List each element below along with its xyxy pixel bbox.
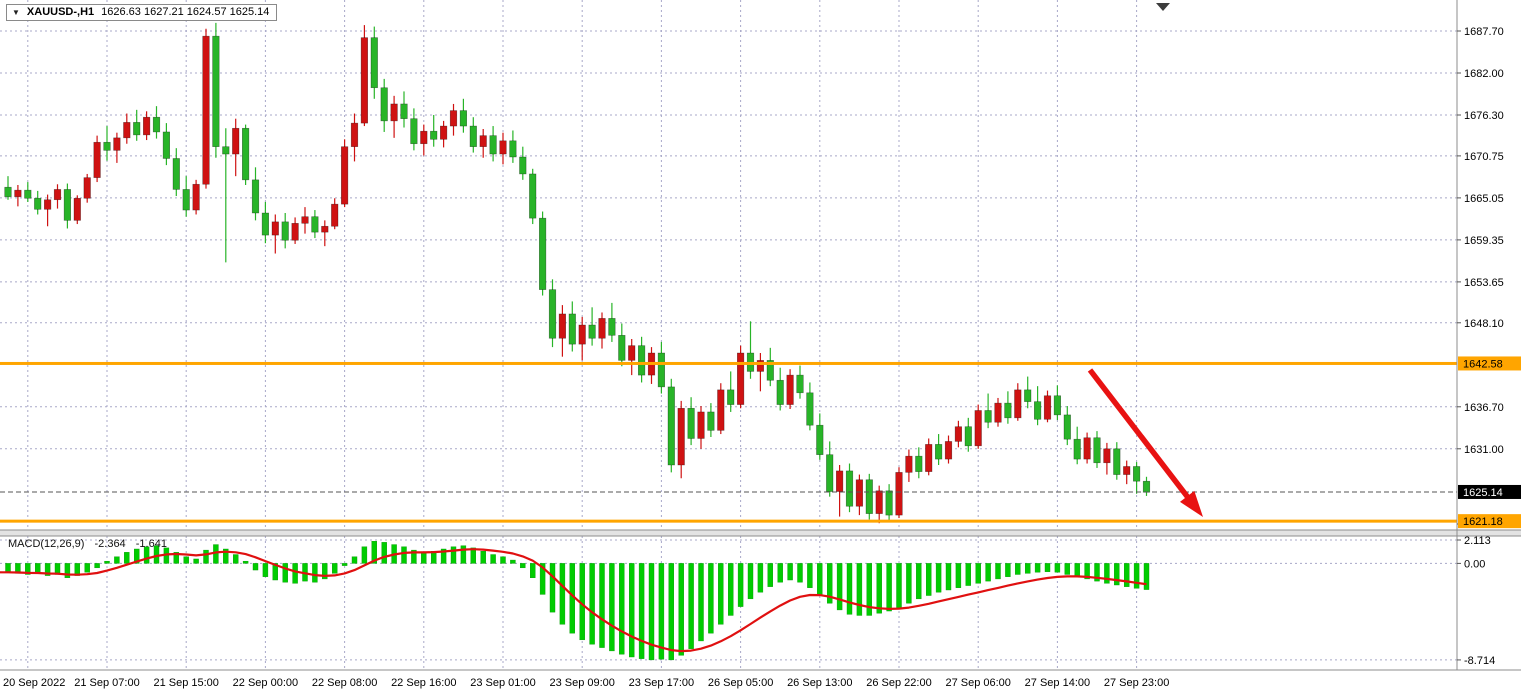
- time-tick-label: 27 Sep 06:00: [945, 677, 1010, 689]
- macd-main-value: -2.364: [94, 538, 126, 550]
- macd-signal-value: -1.641: [135, 538, 167, 550]
- time-tick-label: 20 Sep 2022: [3, 677, 65, 689]
- macd-tick-label: 0.00: [1464, 558, 1485, 570]
- time-tick-label: 22 Sep 08:00: [312, 677, 377, 689]
- price-tick-label: 1687.70: [1464, 26, 1504, 38]
- time-axis[interactable]: 20 Sep 2022 21 Sep 07:00 21 Sep 15:00 22 Se…: [3, 677, 1169, 689]
- time-tick-label: 22 Sep 00:00: [233, 677, 298, 689]
- horizontal-line-1621.18[interactable]: [0, 519, 1457, 523]
- horizontal-line-1642.58[interactable]: [0, 361, 1457, 365]
- time-tick-label: 21 Sep 15:00: [153, 677, 218, 689]
- price-tick-label: 1659.35: [1464, 235, 1504, 247]
- symbol-timeframe: XAUUSD-,H1: [26, 6, 95, 18]
- macd-tick-label: 2.113: [1464, 535, 1491, 547]
- symbol-dropdown-icon[interactable]: ▼: [12, 7, 20, 17]
- current-price-tag: 1625.14: [1458, 484, 1521, 499]
- price-tick-label: 1631.00: [1464, 444, 1504, 456]
- trend-arrow[interactable]: [1087, 368, 1203, 517]
- ohlc-quote: 1626.63 1627.21 1624.57 1625.14: [101, 6, 270, 18]
- price-tick-label: 1665.05: [1464, 193, 1504, 205]
- svg-text:1642.58: 1642.58: [1463, 358, 1503, 370]
- time-tick-label: 27 Sep 14:00: [1025, 677, 1090, 689]
- macd-tick-label: -8.714: [1464, 655, 1495, 667]
- time-tick-label: 23 Sep 01:00: [470, 677, 535, 689]
- price-tick-label: 1636.70: [1464, 402, 1504, 414]
- pane-separator[interactable]: [0, 529, 1521, 537]
- macd-signal-line: [0, 548, 1147, 653]
- time-tick-label: 22 Sep 16:00: [391, 677, 456, 689]
- price-tick-label: 1648.10: [1464, 318, 1504, 330]
- time-tick-label: 23 Sep 09:00: [549, 677, 614, 689]
- price-tick-label: 1653.65: [1464, 277, 1504, 289]
- price-axis[interactable]: 1687.70 1682.00 1676.30 1670.75 1665.05 1659.…: [1457, 26, 1521, 667]
- svg-text:1625.14: 1625.14: [1463, 487, 1503, 499]
- candles-layer: [4, 22, 1151, 524]
- time-tick-label: 26 Sep 05:00: [708, 677, 773, 689]
- price-tick-label: 1682.00: [1464, 68, 1504, 80]
- svg-text:1621.18: 1621.18: [1463, 516, 1503, 528]
- macd-histogram: [5, 541, 1150, 661]
- hline-price-tag: 1642.58: [1458, 356, 1521, 371]
- time-tick-label: 26 Sep 13:00: [787, 677, 852, 689]
- chart-shift-marker-icon[interactable]: [1156, 3, 1170, 11]
- time-tick-label: 21 Sep 07:00: [74, 677, 139, 689]
- time-tick-label: 26 Sep 22:00: [866, 677, 931, 689]
- macd-name: MACD(12,26,9): [8, 538, 85, 550]
- price-tick-label: 1670.75: [1464, 151, 1504, 163]
- chart-symbol-label[interactable]: ▼ XAUUSD-,H1 1626.63 1627.21 1624.57 162…: [6, 4, 278, 21]
- macd-indicator-label: MACD(12,26,9) -2.364 -1.641: [8, 538, 174, 550]
- time-tick-label: 23 Sep 17:00: [629, 677, 694, 689]
- time-tick-label: 27 Sep 23:00: [1104, 677, 1169, 689]
- price-tick-label: 1676.30: [1464, 110, 1504, 122]
- hline-price-tag: 1621.18: [1458, 514, 1521, 529]
